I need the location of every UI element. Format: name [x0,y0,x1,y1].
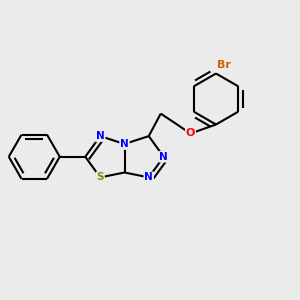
Text: N: N [120,139,129,149]
Text: N: N [96,131,105,141]
Text: Br: Br [217,60,230,70]
Text: N: N [159,152,168,162]
Text: S: S [97,172,104,182]
Text: O: O [186,128,195,139]
Text: N: N [144,172,153,182]
